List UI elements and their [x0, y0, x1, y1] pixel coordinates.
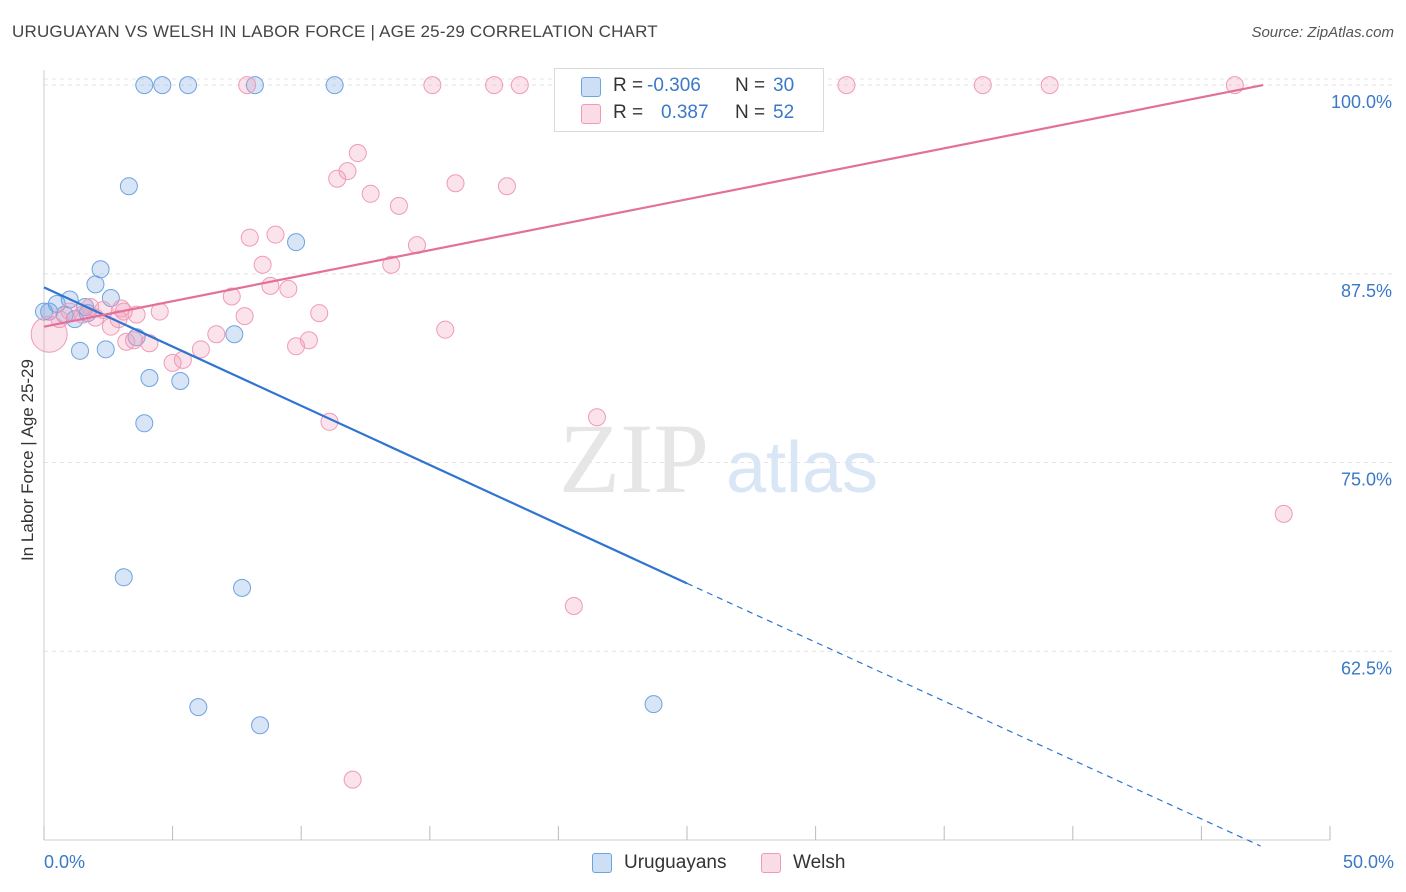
welsh-point: [266, 225, 285, 244]
uruguayan-point: [225, 325, 244, 344]
welsh-point: [310, 304, 329, 323]
legend-row-welsh: R = 0.387 N = 52: [555, 102, 823, 126]
x-tick-max: 50.0%: [1342, 852, 1394, 872]
uruguayan-point: [287, 233, 306, 252]
welsh-point: [973, 76, 992, 95]
welsh-point: [510, 76, 529, 95]
welsh-point: [279, 279, 298, 298]
welsh-point: [436, 320, 455, 339]
welsh-point: [382, 255, 401, 274]
uruguayan-point: [114, 568, 133, 587]
uruguayan-point: [140, 369, 159, 387]
watermark-zip: ZIP: [559, 403, 709, 514]
uruguayans-label: Uruguayans: [624, 852, 727, 873]
welsh-point: [253, 255, 272, 274]
welsh-point: [564, 596, 583, 615]
uruguayan-point: [91, 260, 110, 279]
y-tick-label: 62.5%: [1341, 658, 1392, 678]
welsh-point: [837, 76, 856, 95]
uruguayan-point: [644, 695, 663, 714]
welsh-point: [222, 287, 241, 306]
welsh-label: Welsh: [793, 852, 846, 873]
welsh-n-value: 52: [773, 102, 795, 123]
uruguayan-point: [135, 76, 154, 95]
welsh-point: [207, 325, 226, 344]
uruguayan-point: [251, 716, 270, 735]
uruguayan-point: [71, 341, 90, 360]
welsh-point: [361, 184, 380, 203]
welsh-point: [235, 307, 254, 326]
watermark-atlas: atlas: [726, 428, 878, 508]
r-label: R =: [613, 75, 644, 96]
welsh-point: [348, 144, 367, 163]
welsh-point: [446, 174, 465, 193]
x-tick-min: 0.0%: [44, 852, 86, 872]
welsh-point: [140, 334, 159, 353]
welsh-point: [389, 196, 408, 215]
welsh-point: [328, 169, 347, 188]
uruguayans-swatch: [581, 77, 601, 97]
uruguayan-point: [153, 76, 172, 95]
welsh-point: [238, 76, 257, 95]
welsh-point: [485, 76, 504, 95]
welsh-trend-line: [43, 84, 1264, 328]
welsh-point: [587, 408, 606, 427]
welsh-point: [30, 315, 68, 353]
uruguayan-point: [135, 414, 154, 433]
welsh-point: [299, 331, 318, 350]
uruguayan-point: [325, 76, 344, 95]
uruguayan-point: [189, 698, 208, 717]
uruguayan-point: [179, 76, 198, 95]
y-tick-label: 87.5%: [1341, 281, 1392, 301]
legend-row-uruguayans: R = -0.306 N = 30: [555, 75, 823, 99]
welsh-point: [1274, 504, 1293, 523]
uruguayans-n-value: 30: [773, 75, 795, 96]
welsh-swatch: [761, 853, 781, 873]
uruguayan-point: [233, 578, 252, 597]
n-label: N =: [735, 102, 766, 123]
uruguayan-point: [245, 76, 264, 95]
y-tick-label: 100.0%: [1331, 92, 1392, 112]
uruguayan-trend-line: [43, 286, 688, 585]
uruguayans-r-value: -0.306: [647, 75, 701, 96]
welsh-swatch: [581, 104, 601, 124]
welsh-point: [338, 162, 357, 181]
chart-title: URUGUAYAN VS WELSH IN LABOR FORCE | AGE …: [12, 22, 658, 41]
welsh-point: [343, 770, 362, 789]
axis-layer: [43, 70, 1331, 841]
trend-layer: [43, 84, 1264, 847]
grid-layer: [44, 78, 1392, 652]
uruguayan-point: [171, 372, 190, 391]
welsh-point: [497, 177, 516, 196]
r-label: R =: [613, 102, 644, 123]
source-label: Source: ZipAtlas.com: [1251, 24, 1394, 41]
uruguayan-point: [86, 275, 105, 294]
correlation-legend: R = -0.306 N = 30 R = 0.387 N = 52: [554, 68, 824, 132]
welsh-point: [240, 228, 259, 247]
uruguayan-point: [96, 340, 115, 359]
welsh-point: [127, 305, 146, 324]
y-tick-label: 75.0%: [1341, 470, 1392, 490]
welsh-point: [163, 353, 182, 372]
y-tick-labels: 62.5% 75.0% 87.5% 100.0%: [1331, 92, 1392, 678]
uruguayans-swatch: [592, 853, 612, 873]
n-label: N =: [735, 75, 766, 96]
uruguayan-point: [40, 302, 59, 321]
welsh-r-value: 0.387: [661, 102, 709, 123]
welsh-point: [125, 331, 144, 350]
uruguayan-trend-line-extension: [686, 582, 1261, 847]
welsh-point: [117, 332, 136, 351]
watermark: ZIP atlas: [559, 403, 878, 514]
uruguayan-point: [119, 177, 138, 196]
welsh-point: [191, 340, 210, 359]
welsh-point: [423, 76, 442, 95]
welsh-point: [1040, 76, 1059, 95]
